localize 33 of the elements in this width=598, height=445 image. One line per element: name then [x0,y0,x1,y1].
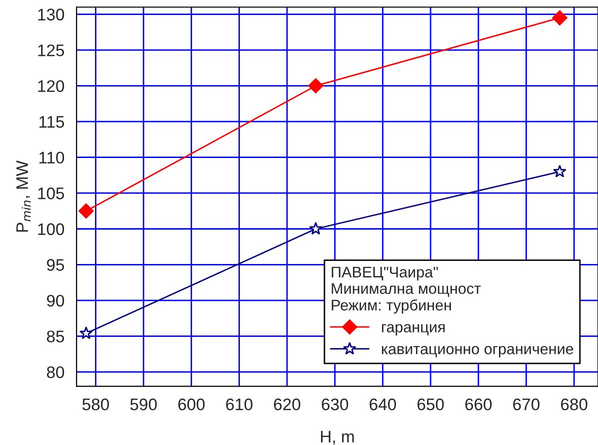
legend-title: ПАВЕЦ"Чаира" Минимална мощност Режим: турбинен [332,266,481,314]
x-axis-title: H, m [321,430,354,444]
y-tick-label: 90 [46,294,64,307]
y-tick-label: 100 [38,223,64,236]
y-axis-title: P$_{min}$, MW [16,160,31,232]
x-tick-label: 610 [226,398,252,410]
point [309,222,322,235]
x-tick-label: 600 [178,398,205,410]
x-tick-label: 630 [322,398,348,410]
point [79,326,93,340]
y-tick-label: 105 [38,188,64,200]
y-tick-label: 130 [38,8,64,20]
legend-label: гаранция [382,324,445,336]
y-tick-label: 120 [38,80,64,92]
x-tick-label: 670 [513,398,540,410]
legend-label: кавитационно ограничение [382,346,574,358]
x-tick-label: 580 [82,398,109,410]
y-tick-label: 125 [38,44,64,56]
point [78,203,94,219]
y-tick-label: 115 [39,116,64,128]
point [553,164,566,178]
x-tick-label: 680 [561,398,588,410]
point [552,10,568,26]
x-tick-label: 640 [370,398,396,410]
y-tick-label: 85 [46,330,64,342]
x-tick-label: 650 [418,398,444,410]
y-tick-label: 80 [46,366,64,378]
y-tick-label: 95 [46,259,64,271]
x-tick-label: 660 [465,398,492,410]
x-tick-label: 590 [130,398,157,410]
y-tick-label: 110 [39,152,64,164]
x-tick-label: 620 [274,398,300,410]
point [308,78,324,94]
